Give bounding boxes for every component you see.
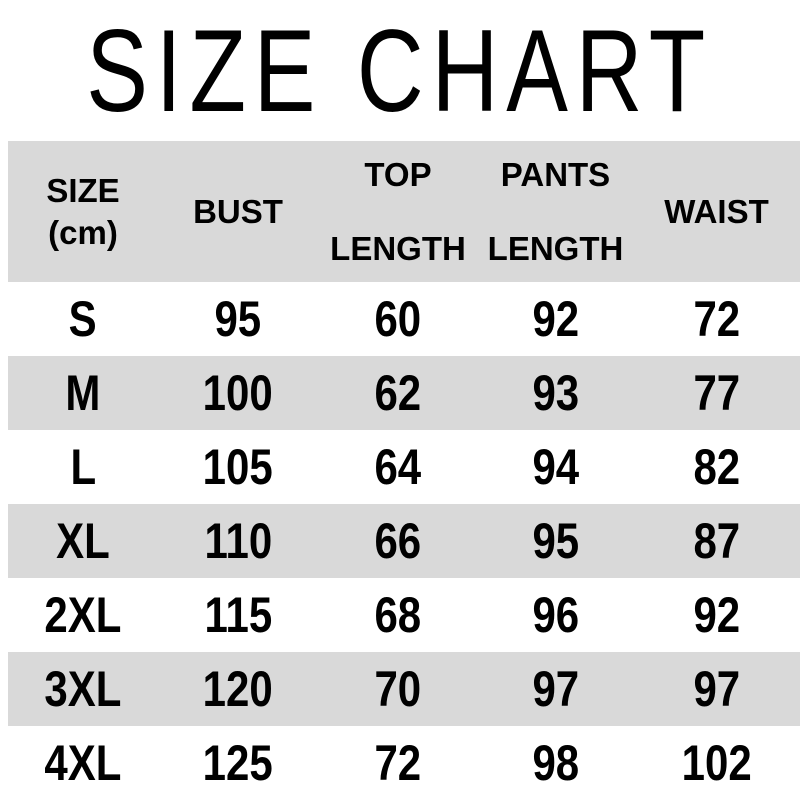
pants-length-value: 95 [532, 513, 579, 569]
size-label: S [68, 291, 98, 347]
table-row-s: S 95 60 92 72 [8, 282, 800, 356]
header-waist-label: WAIST [664, 192, 769, 230]
cell-top-length: 60 [318, 282, 478, 356]
cell-bust: 95 [158, 282, 318, 356]
header-pants-line1: PANTS [500, 155, 611, 193]
cell-pants-length: 95 [478, 504, 633, 578]
header-cell-pants-length: PANTS LENGTH [478, 141, 633, 282]
header-cell-waist: WAIST [633, 141, 800, 282]
cell-bust: 125 [158, 726, 318, 800]
bust-value: 120 [202, 661, 274, 717]
cell-waist: 92 [633, 578, 800, 652]
cell-top-length: 72 [318, 726, 478, 800]
header-top-line1: TOP [364, 155, 432, 193]
cell-bust: 110 [158, 504, 318, 578]
header-pants-line2: LENGTH [487, 229, 624, 267]
size-label: 2XL [44, 587, 122, 643]
bust-value: 115 [204, 587, 272, 643]
bust-value: 110 [204, 513, 272, 569]
size-label: L [70, 439, 96, 495]
table-row-m: M 100 62 93 77 [8, 356, 800, 430]
cell-top-length: 66 [318, 504, 478, 578]
cell-top-length: 64 [318, 430, 478, 504]
cell-bust: 120 [158, 652, 318, 726]
table-row-xl: XL 110 66 95 87 [8, 504, 800, 578]
bust-value: 95 [214, 291, 262, 347]
waist-value: 97 [693, 661, 740, 717]
table-row-4xl: 4XL 125 72 98 102 [8, 726, 800, 800]
waist-value: 82 [693, 439, 740, 495]
cell-bust: 100 [158, 356, 318, 430]
header-cell-size: SIZE (cm) [8, 141, 158, 282]
table-body: S 95 60 92 72 M 100 62 93 77 L 105 64 94… [8, 282, 800, 800]
table-row-l: L 105 64 94 82 [8, 430, 800, 504]
cell-size: 4XL [8, 726, 158, 800]
top-length-value: 62 [374, 365, 422, 421]
size-chart-title: SIZE CHART [86, 5, 714, 136]
table-header-row: SIZE (cm) BUST TOP LENGTH PANTS LENGTH W… [8, 141, 800, 282]
cell-pants-length: 96 [478, 578, 633, 652]
cell-size: L [8, 430, 158, 504]
bust-value: 100 [202, 365, 274, 421]
pants-length-value: 96 [532, 587, 579, 643]
pants-length-value: 93 [532, 365, 579, 421]
pants-length-value: 98 [532, 735, 579, 791]
cell-pants-length: 93 [478, 356, 633, 430]
cell-pants-length: 97 [478, 652, 633, 726]
cell-waist: 102 [633, 726, 800, 800]
top-length-value: 60 [374, 291, 422, 347]
cell-size: S [8, 282, 158, 356]
cell-waist: 77 [633, 356, 800, 430]
size-chart-table: SIZE (cm) BUST TOP LENGTH PANTS LENGTH W… [8, 141, 800, 800]
waist-value: 72 [693, 291, 740, 347]
cell-top-length: 68 [318, 578, 478, 652]
bust-value: 125 [202, 735, 274, 791]
cell-waist: 97 [633, 652, 800, 726]
size-label: 4XL [44, 735, 122, 791]
top-length-value: 72 [374, 735, 422, 791]
waist-value: 77 [693, 365, 740, 421]
header-size-line2: (cm) [48, 213, 118, 251]
pants-length-value: 94 [532, 439, 579, 495]
waist-value: 102 [681, 735, 752, 791]
pants-length-value: 92 [532, 291, 579, 347]
table-row-3xl: 3XL 120 70 97 97 [8, 652, 800, 726]
header-top-line2: LENGTH [330, 229, 466, 267]
header-size-line1: SIZE [46, 171, 120, 209]
cell-waist: 87 [633, 504, 800, 578]
bust-value: 105 [202, 439, 274, 495]
waist-value: 92 [693, 587, 740, 643]
size-label: M [65, 365, 101, 421]
table-row-2xl: 2XL 115 68 96 92 [8, 578, 800, 652]
top-length-value: 70 [374, 661, 422, 717]
cell-bust: 115 [158, 578, 318, 652]
header-cell-bust: BUST [158, 141, 318, 282]
top-length-value: 64 [374, 439, 422, 495]
cell-size: XL [8, 504, 158, 578]
cell-size: 3XL [8, 652, 158, 726]
page-header: SIZE CHART [0, 0, 800, 141]
waist-value: 87 [693, 513, 740, 569]
cell-waist: 82 [633, 430, 800, 504]
header-cell-top-length: TOP LENGTH [318, 141, 478, 282]
top-length-value: 66 [374, 513, 422, 569]
cell-pants-length: 98 [478, 726, 633, 800]
cell-size: M [8, 356, 158, 430]
cell-bust: 105 [158, 430, 318, 504]
cell-pants-length: 94 [478, 430, 633, 504]
cell-top-length: 70 [318, 652, 478, 726]
cell-size: 2XL [8, 578, 158, 652]
cell-waist: 72 [633, 282, 800, 356]
header-bust-label: BUST [193, 192, 283, 230]
pants-length-value: 97 [532, 661, 579, 717]
cell-pants-length: 92 [478, 282, 633, 356]
top-length-value: 68 [374, 587, 422, 643]
size-label: 3XL [44, 661, 122, 717]
size-label: XL [56, 513, 110, 569]
cell-top-length: 62 [318, 356, 478, 430]
